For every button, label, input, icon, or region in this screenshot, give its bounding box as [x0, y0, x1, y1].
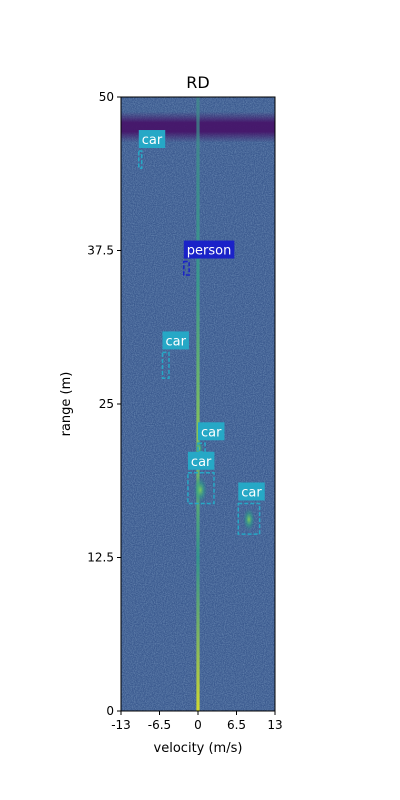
- plot-area: [121, 97, 275, 711]
- heatmap-hotspot: [243, 507, 255, 531]
- y-axis-ticks: 0 12.5 25 37.5 50: [87, 90, 121, 718]
- car-label: car: [241, 485, 262, 500]
- x-axis-ticks: -13 -6.5 0 6.5 13: [111, 711, 282, 732]
- car-label: car: [165, 334, 186, 349]
- x-axis-label: velocity (m/s): [154, 741, 243, 756]
- y-tick-label: 12.5: [87, 551, 114, 565]
- car-label: car: [191, 455, 212, 470]
- y-tick-label: 50: [99, 90, 114, 104]
- x-tick-label: 0: [194, 718, 202, 732]
- car-label: car: [201, 425, 222, 440]
- x-tick-label: -6.5: [148, 718, 171, 732]
- y-axis-label: range (m): [59, 372, 74, 437]
- x-tick-label: -13: [111, 718, 131, 732]
- y-tick-label: 25: [99, 397, 114, 411]
- y-tick-label: 37.5: [87, 244, 114, 258]
- x-tick-label: 13: [267, 718, 282, 732]
- zero-velocity-stripe: [196, 97, 199, 711]
- x-tick-label: 6.5: [227, 718, 246, 732]
- y-tick-label: 0: [106, 704, 114, 718]
- chart-title: RD: [186, 73, 209, 92]
- heatmap-hotspot: [193, 476, 207, 504]
- person-label: person: [187, 244, 232, 259]
- car-label: car: [142, 133, 163, 148]
